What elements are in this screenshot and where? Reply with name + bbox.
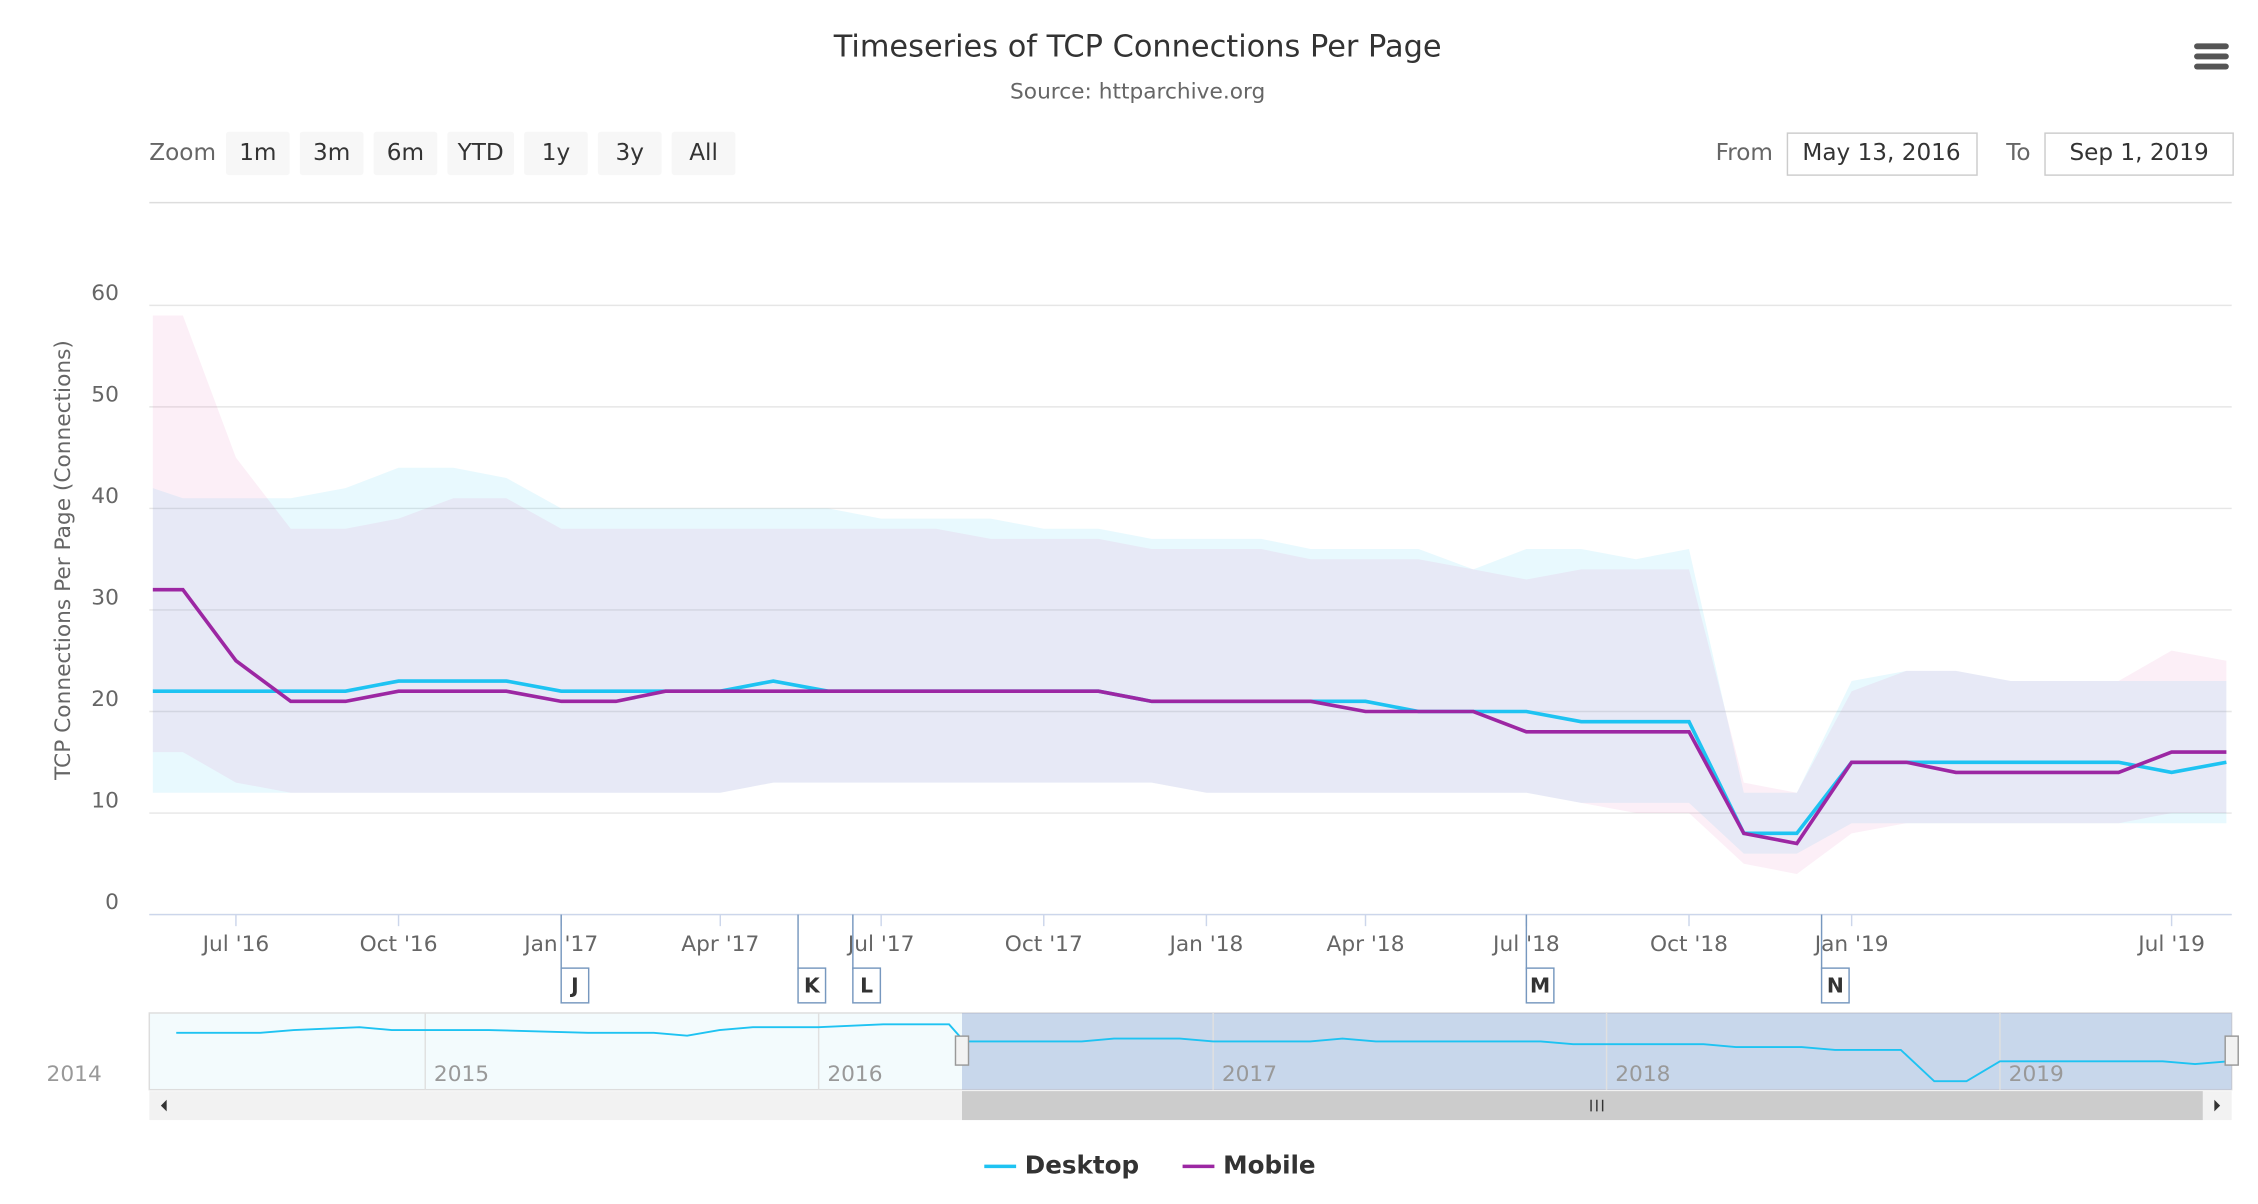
button-bg bbox=[373, 131, 438, 176]
x-tick-label: Oct '18 bbox=[1650, 932, 1728, 957]
from-input[interactable] bbox=[1786, 132, 1978, 176]
flag-box bbox=[797, 967, 827, 1004]
range-band bbox=[152, 315, 2227, 874]
chart-subtitle: Source: httparchive.org bbox=[1010, 80, 1265, 105]
to-input[interactable] bbox=[2044, 132, 2234, 176]
from-value: May 13, 2016 bbox=[1802, 140, 1960, 166]
y-tick-label: 60 bbox=[91, 281, 119, 306]
button-label: 3y bbox=[616, 140, 644, 166]
x-tick-label: Jan '19 bbox=[1813, 932, 1889, 957]
legend-item[interactable]: Mobile bbox=[1182, 1150, 1316, 1179]
to-label: To bbox=[2005, 140, 2030, 166]
zoom-button[interactable]: 1y bbox=[524, 131, 588, 176]
legend-label: Desktop bbox=[1025, 1150, 1139, 1179]
navigator-tick-label: 2018 bbox=[1615, 1062, 1670, 1087]
button-bg bbox=[597, 131, 662, 176]
navigator-line bbox=[176, 1023, 2229, 1083]
x-tick-label: Apr '18 bbox=[1327, 932, 1405, 957]
button-bg bbox=[524, 131, 588, 176]
series-line bbox=[152, 587, 2227, 846]
zoom-label: Zoom bbox=[149, 140, 216, 166]
flag-box bbox=[1820, 967, 1850, 1004]
chart-title: Timeseries of TCP Connections Per Page bbox=[833, 29, 1442, 64]
zoom-button[interactable]: 3y bbox=[597, 131, 662, 176]
button-bg bbox=[671, 131, 736, 176]
zoom-button[interactable]: 3m bbox=[299, 131, 364, 176]
navigator-selection bbox=[961, 1012, 2232, 1090]
from-label: From bbox=[1716, 140, 1773, 166]
button-bg bbox=[226, 131, 290, 176]
x-tick-label: Jul '16 bbox=[201, 932, 270, 957]
navigator-tick-label: 2014 bbox=[47, 1062, 102, 1087]
button-label: 1y bbox=[542, 140, 570, 166]
zoom-button[interactable]: YTD bbox=[447, 131, 514, 176]
scroll-right[interactable] bbox=[2214, 1099, 2221, 1112]
flag-title: L bbox=[860, 973, 873, 997]
scroll-grip bbox=[1590, 1099, 1604, 1112]
to-value: Sep 1, 2019 bbox=[2069, 140, 2208, 166]
button-bg bbox=[447, 131, 514, 176]
y-axis-title: TCP Connections Per Page (Connections) bbox=[51, 340, 76, 781]
y-tick-label: 30 bbox=[91, 585, 119, 610]
navigator-tick-label: 2016 bbox=[827, 1062, 882, 1087]
zoom-button[interactable]: All bbox=[671, 131, 736, 176]
navigator-tick-label: 2019 bbox=[2009, 1062, 2064, 1087]
flag-box bbox=[1525, 967, 1555, 1004]
flag-title: K bbox=[804, 973, 821, 997]
y-tick-label: 10 bbox=[91, 788, 119, 813]
y-tick-label: 40 bbox=[91, 484, 119, 509]
x-tick-label: Apr '17 bbox=[681, 932, 759, 957]
button-label: All bbox=[689, 140, 718, 166]
flag-box bbox=[560, 967, 590, 1004]
navigator-tick-label: 2017 bbox=[1222, 1062, 1277, 1087]
navigator-bg bbox=[148, 1012, 2233, 1091]
flag-box bbox=[852, 967, 882, 1004]
x-tick-label: Jul '19 bbox=[2136, 932, 2205, 957]
x-tick-label: Jan '17 bbox=[522, 932, 598, 957]
navigator-handle[interactable] bbox=[954, 1035, 970, 1066]
x-tick-label: Jul '18 bbox=[1491, 932, 1560, 957]
navigator-tick-label: 2015 bbox=[434, 1062, 489, 1087]
y-tick-label: 0 bbox=[105, 890, 119, 915]
button-label: 3m bbox=[313, 140, 350, 166]
button-label: 1m bbox=[239, 140, 276, 166]
zoom-button[interactable]: 6m bbox=[373, 131, 438, 176]
scroll-left[interactable] bbox=[160, 1099, 167, 1112]
x-tick-label: Jul '17 bbox=[846, 932, 915, 957]
navigator-handle[interactable] bbox=[2224, 1035, 2239, 1066]
menu-button[interactable] bbox=[2194, 43, 2229, 70]
x-tick-label: Jan '18 bbox=[1167, 932, 1243, 957]
button-bg bbox=[299, 131, 364, 176]
legend-label: Mobile bbox=[1223, 1150, 1316, 1179]
legend-item[interactable]: Desktop bbox=[984, 1150, 1139, 1179]
flag-title: N bbox=[1827, 973, 1844, 997]
zoom-button[interactable]: 1m bbox=[226, 131, 290, 176]
button-label: YTD bbox=[457, 140, 504, 166]
x-tick-label: Oct '17 bbox=[1005, 932, 1083, 957]
y-tick-label: 50 bbox=[91, 382, 119, 407]
button-label: 6m bbox=[387, 140, 424, 166]
scrollbar-thumb[interactable] bbox=[961, 1091, 2203, 1121]
x-tick-label: Oct '16 bbox=[360, 932, 438, 957]
flag-title: M bbox=[1530, 973, 1550, 997]
flag-title: J bbox=[569, 973, 579, 997]
y-tick-label: 20 bbox=[91, 687, 119, 712]
